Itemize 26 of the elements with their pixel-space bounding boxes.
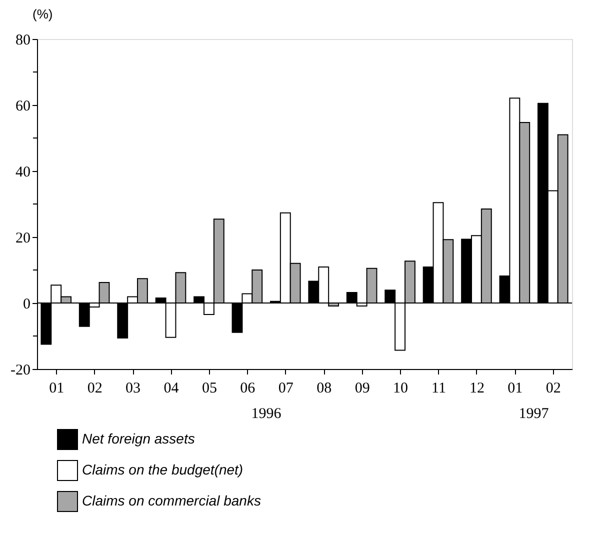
x-tick-label: 02: [87, 380, 102, 396]
y-tick-label: 0: [23, 296, 30, 312]
x-tick-label: 07: [278, 380, 294, 396]
y-tick-label: 20: [16, 230, 30, 246]
legend-label: Net foreign assets: [82, 430, 195, 446]
legend-label: Claims on commercial banks: [82, 492, 261, 508]
y-tick-label: -20: [10, 362, 30, 378]
x-tick-label: 10: [393, 380, 408, 396]
y-axis-title: (%): [32, 6, 53, 22]
x-tick-label: 04: [164, 380, 180, 396]
x-tick-label: 03: [126, 380, 141, 396]
text: 1996: [251, 406, 282, 422]
text: 1997: [518, 406, 550, 422]
x-tick-label: 01: [49, 380, 64, 396]
y-tick-label: 40: [16, 164, 30, 180]
x-tick-label: 05: [202, 380, 217, 396]
y-tick-label: 80: [16, 32, 30, 48]
x-tick-label: 11: [432, 380, 446, 396]
x-tick-label: 02: [546, 380, 561, 396]
x-tick-label: 06: [240, 380, 256, 396]
legend-label: Claims on the budget(net): [82, 462, 244, 478]
x-tick-label: 09: [354, 380, 370, 396]
x-tick-label: 12: [469, 380, 484, 396]
x-tick-label: 08: [316, 380, 332, 396]
y-tick-label: 60: [16, 98, 30, 114]
x-tick-label: 01: [508, 380, 523, 396]
